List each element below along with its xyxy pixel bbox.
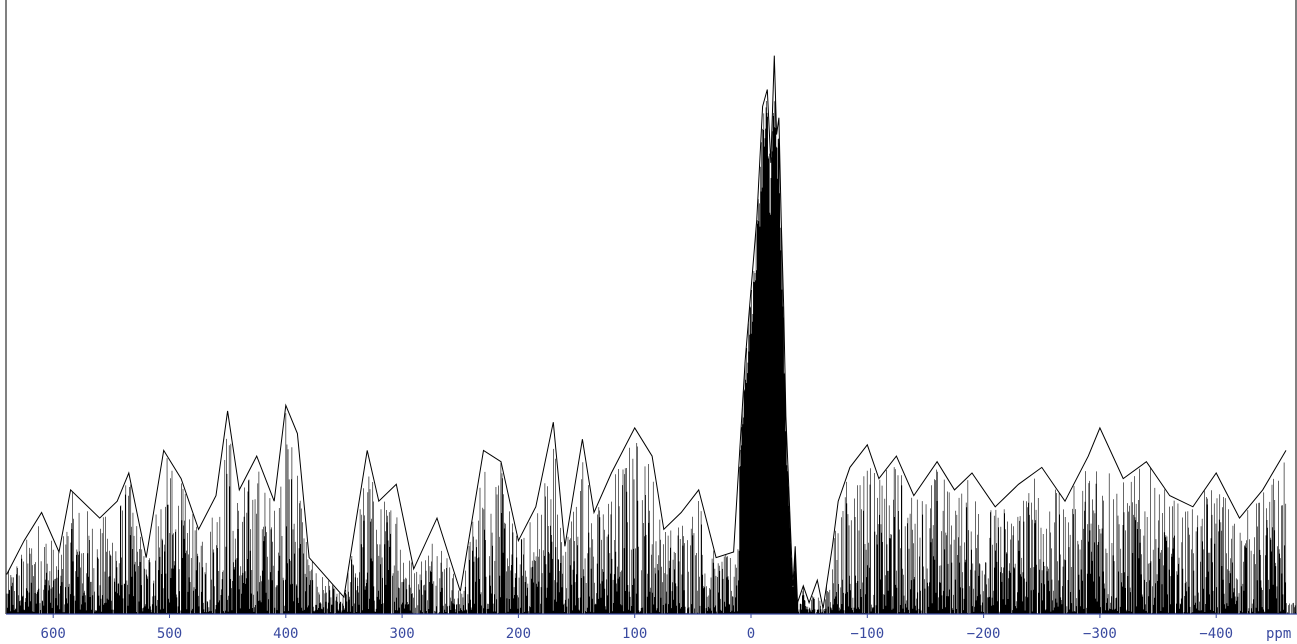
spectrum-noise-trace bbox=[6, 99, 1296, 614]
x-tick-label: 100 bbox=[622, 626, 647, 642]
spectrum-trace-group bbox=[6, 55, 1296, 614]
x-tick-label: 300 bbox=[389, 626, 414, 642]
x-tick-label: −100 bbox=[850, 626, 884, 642]
x-tick-label: 400 bbox=[273, 626, 298, 642]
x-tick-label: −400 bbox=[1199, 626, 1233, 642]
x-axis-unit-label: ppm bbox=[1266, 626, 1291, 642]
x-tick-label: 500 bbox=[157, 626, 182, 642]
x-axis-ticks: 600 500 400 300 200 100 0 −100 −200 −300 −400 bbox=[41, 614, 1233, 642]
x-tick-label: −300 bbox=[1083, 626, 1117, 642]
spectrum-envelope-line bbox=[6, 55, 1287, 609]
x-tick-label: −200 bbox=[967, 626, 1001, 642]
x-tick-label: 600 bbox=[41, 626, 66, 642]
x-tick-label: 200 bbox=[506, 626, 531, 642]
x-tick-label: 0 bbox=[747, 626, 755, 642]
